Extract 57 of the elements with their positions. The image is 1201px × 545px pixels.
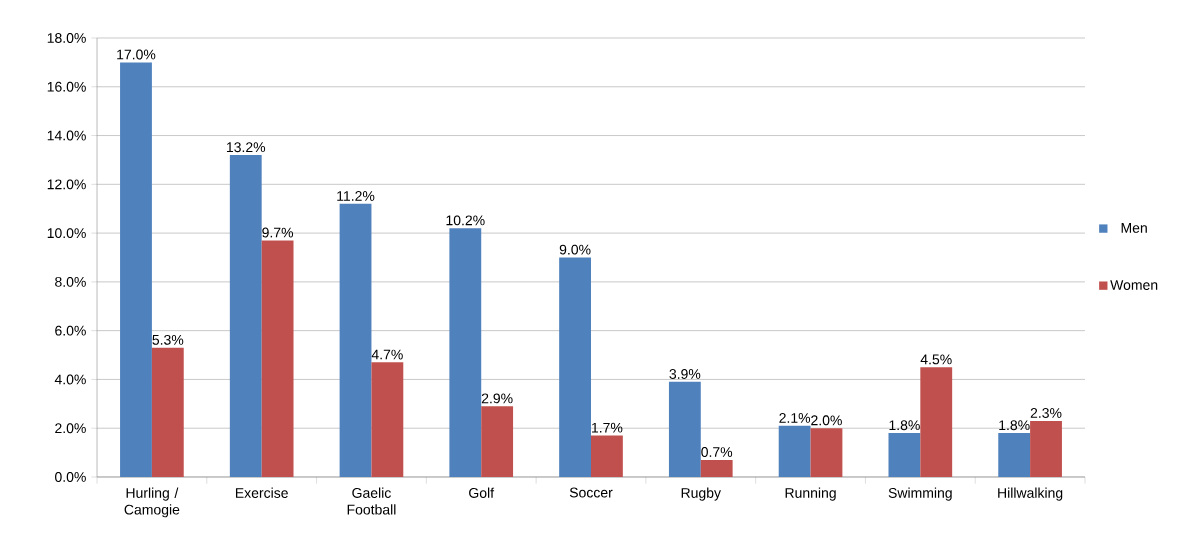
y-tick-label: 4.0%: [54, 374, 86, 385]
bar: [778, 425, 811, 477]
x-tick-label: Golf: [469, 487, 495, 498]
data-label: 11.2%: [337, 191, 375, 201]
bar: [339, 203, 372, 477]
bar: [151, 347, 184, 477]
data-label: 4.5%: [920, 354, 952, 365]
bar: [920, 367, 953, 477]
y-tick-label: 10.0%: [47, 228, 86, 239]
y-tick-label: 14.0%: [47, 130, 86, 141]
bar: [120, 62, 152, 477]
bar: [229, 155, 262, 477]
data-label: 2.9%: [481, 393, 513, 404]
x-tick-label: Running: [785, 487, 836, 501]
bar: [1030, 420, 1062, 477]
bar: [810, 428, 843, 477]
x-tick-label: Exercise: [235, 487, 288, 498]
data-label: 5.3%: [152, 334, 184, 345]
y-tick-label: 0.0%: [55, 472, 86, 482]
data-label: 1.7%: [592, 422, 623, 433]
bar: [998, 433, 1031, 477]
data-label: 13.2%: [226, 142, 266, 153]
bar: [559, 257, 591, 477]
data-label: 3.9%: [669, 369, 701, 379]
y-tick-label: 8.0%: [55, 276, 86, 287]
bar: [700, 459, 733, 477]
y-tick-label: 2.0%: [55, 423, 86, 434]
data-label: 10.2%: [446, 215, 485, 226]
y-tick-label: 12.0%: [47, 179, 86, 190]
bar: [371, 362, 404, 477]
x-tick-label: Swimming: [888, 487, 952, 501]
bar: [668, 381, 701, 477]
data-label: 9.0%: [559, 244, 591, 255]
data-label: 1.8%: [999, 420, 1030, 431]
legend-label: Men: [1121, 223, 1147, 233]
x-tick-label: Rugby: [681, 487, 721, 501]
data-label: 2.3%: [1030, 408, 1062, 418]
data-label: 4.7%: [371, 349, 403, 360]
legend-label: Women: [1110, 280, 1158, 290]
bar: [449, 228, 482, 477]
y-tick-label: 16.0%: [47, 81, 86, 92]
data-label: 2.1%: [779, 412, 811, 423]
bar: [481, 406, 514, 477]
x-tick-label: Hurling / Camogie: [124, 487, 180, 518]
x-tick-label: Gaelic Football: [347, 487, 396, 515]
bar: [888, 433, 921, 477]
y-tick-label: 6.0%: [55, 325, 86, 336]
data-label: 1.8%: [889, 420, 920, 431]
bar: [261, 240, 294, 477]
data-label: 17.0%: [117, 49, 156, 60]
data-label: 9.7%: [262, 227, 294, 238]
y-tick-label: 18.0%: [47, 33, 86, 43]
x-tick-label: Hillwalking: [998, 487, 1063, 501]
data-label: 0.7%: [701, 447, 733, 457]
data-label: 2.0%: [811, 415, 842, 426]
bar: [591, 435, 623, 477]
x-tick-label: Soccer: [569, 487, 613, 498]
